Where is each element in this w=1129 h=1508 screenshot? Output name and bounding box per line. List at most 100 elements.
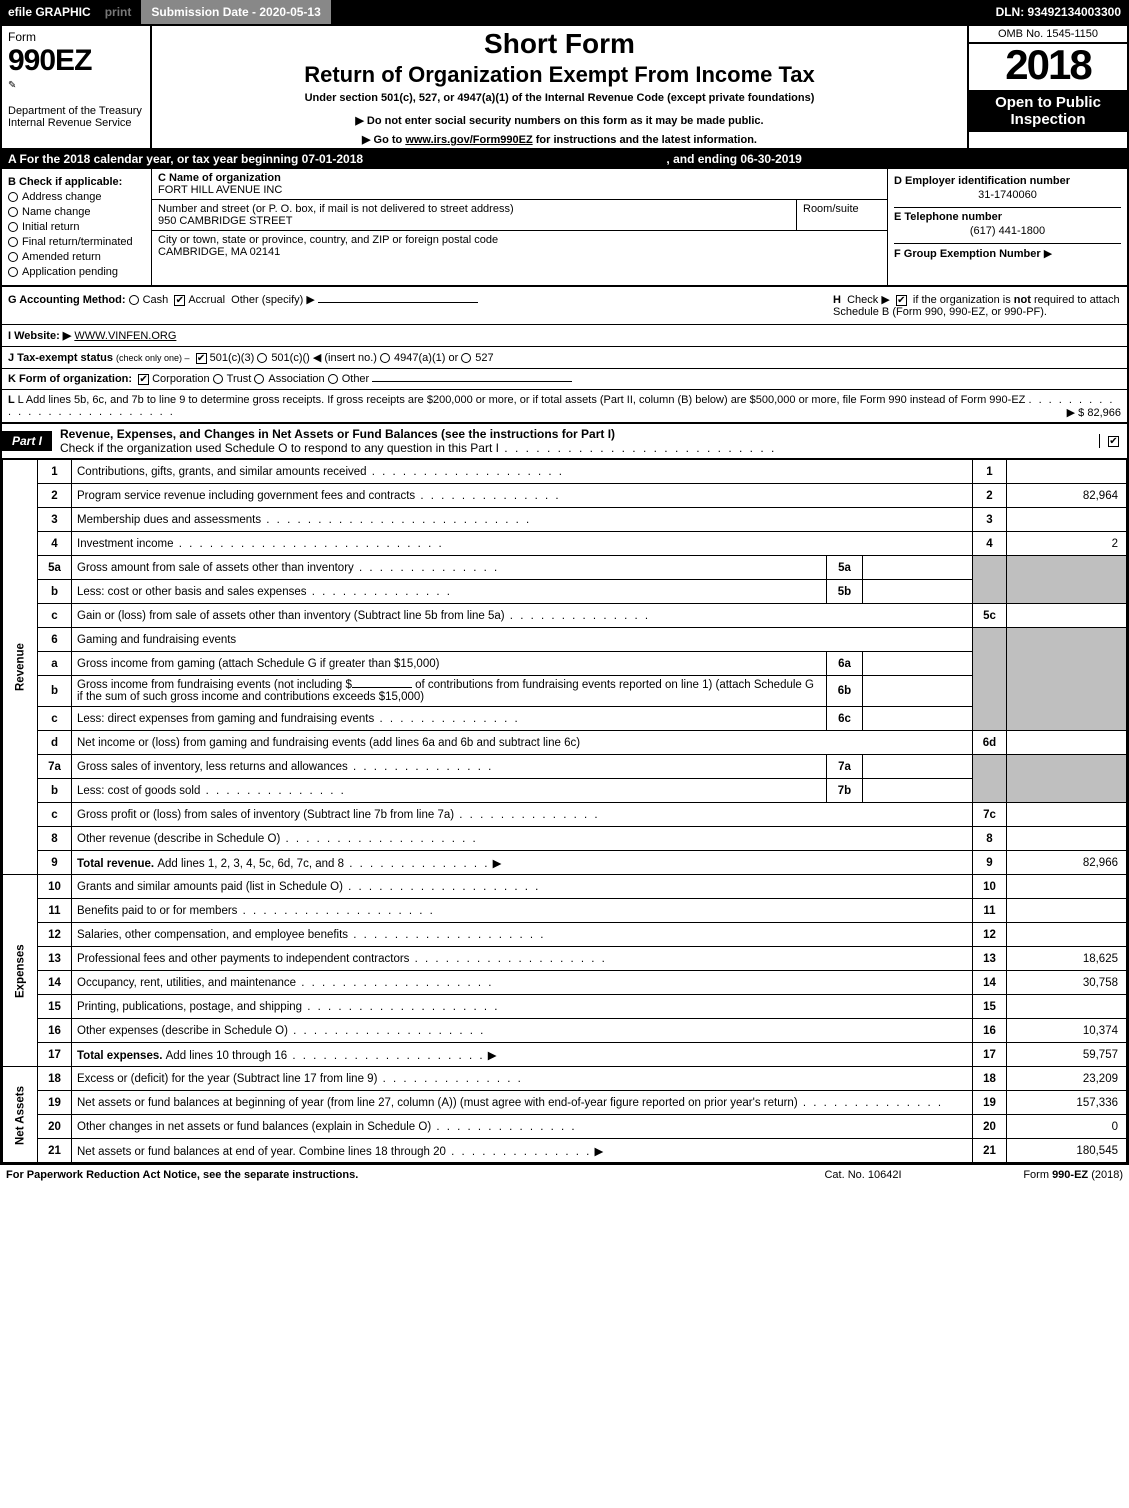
box-b-title: B Check if applicable: bbox=[8, 176, 145, 188]
line-11-rnum: 11 bbox=[973, 899, 1007, 923]
website-value[interactable]: WWW.VINFEN.ORG bbox=[74, 330, 176, 342]
line-5c-num: c bbox=[38, 604, 72, 628]
line-7a-il: 7a bbox=[827, 755, 863, 779]
line-21-num: 21 bbox=[38, 1139, 72, 1163]
line-8-val bbox=[1007, 827, 1127, 851]
k-trust[interactable] bbox=[213, 374, 223, 384]
box-c: C Name of organization FORT HILL AVENUE … bbox=[152, 169, 887, 285]
k-corp[interactable] bbox=[138, 374, 149, 385]
line-6-num: 6 bbox=[38, 628, 72, 652]
period-end: , and ending 06-30-2019 bbox=[666, 152, 801, 166]
j-4947[interactable] bbox=[380, 353, 390, 363]
chk-amended[interactable] bbox=[8, 252, 18, 262]
j-opt3: 4947(a)(1) or bbox=[394, 352, 458, 364]
line-5c-rnum: 5c bbox=[973, 604, 1007, 628]
j-note: (check only one) – bbox=[116, 353, 190, 363]
line-7a-desc: Gross sales of inventory, less returns a… bbox=[77, 761, 348, 773]
line-2-num: 2 bbox=[38, 484, 72, 508]
opt-amended: Amended return bbox=[22, 251, 101, 263]
k-opt-corp: Corporation bbox=[152, 373, 209, 385]
line-13-val: 18,625 bbox=[1007, 947, 1127, 971]
line-7c-num: c bbox=[38, 803, 72, 827]
line-19-val: 157,336 bbox=[1007, 1091, 1127, 1115]
part-i-schedule-o-check[interactable] bbox=[1108, 436, 1119, 447]
room-suite-label: Room/suite bbox=[797, 200, 887, 230]
open-to-public: Open to Public Inspection bbox=[969, 90, 1127, 132]
h-not: not bbox=[1014, 294, 1031, 306]
goto-link[interactable]: www.irs.gov/Form990EZ bbox=[405, 134, 532, 146]
k-assoc[interactable] bbox=[254, 374, 264, 384]
line-16-desc: Other expenses (describe in Schedule O) bbox=[77, 1025, 288, 1037]
line-6c-il: 6c bbox=[827, 707, 863, 731]
line-5c-val bbox=[1007, 604, 1127, 628]
box-b: B Check if applicable: Address change Na… bbox=[2, 169, 152, 285]
i-row: I Website: ▶ WWW.VINFEN.ORG bbox=[2, 325, 1127, 347]
opt-name-change: Name change bbox=[22, 206, 91, 218]
line-13-num: 13 bbox=[38, 947, 72, 971]
line-6d-rnum: 6d bbox=[973, 731, 1007, 755]
line-19-desc: Net assets or fund balances at beginning… bbox=[77, 1097, 798, 1109]
line-10-num: 10 bbox=[38, 875, 72, 899]
e-label: E Telephone number bbox=[894, 211, 1002, 223]
line-7c-rnum: 7c bbox=[973, 803, 1007, 827]
form-container: Form 990EZ ✎ Department of the Treasury … bbox=[0, 24, 1129, 1165]
j-opt2b: ) ◀ (insert no.) bbox=[306, 352, 377, 364]
chk-address-change[interactable] bbox=[8, 192, 18, 202]
part-i-title: Revenue, Expenses, and Changes in Net As… bbox=[60, 427, 615, 441]
line-15-num: 15 bbox=[38, 995, 72, 1019]
j-501c[interactable] bbox=[257, 353, 267, 363]
line-21-val: 180,545 bbox=[1007, 1139, 1127, 1163]
chk-app-pending[interactable] bbox=[8, 267, 18, 277]
g-cash-radio[interactable] bbox=[129, 295, 139, 305]
line-9-desc: Add lines 1, 2, 3, 4, 5c, 6d, 7c, and 8 bbox=[157, 858, 344, 870]
line-1-desc: Contributions, gifts, grants, and simila… bbox=[77, 466, 367, 478]
print-label[interactable]: print bbox=[99, 5, 138, 19]
line-5b-il: 5b bbox=[827, 580, 863, 604]
j-opt4: 527 bbox=[475, 352, 493, 364]
line-21-rnum: 21 bbox=[973, 1139, 1007, 1163]
j-527[interactable] bbox=[461, 353, 471, 363]
line-13-rnum: 13 bbox=[973, 947, 1007, 971]
line-18-desc: Excess or (deficit) for the year (Subtra… bbox=[77, 1073, 377, 1085]
j-501c3[interactable] bbox=[196, 353, 207, 364]
line-16-val: 10,374 bbox=[1007, 1019, 1127, 1043]
line-5b-desc: Less: cost or other basis and sales expe… bbox=[77, 586, 307, 598]
ein-value: 31-1740060 bbox=[894, 189, 1121, 201]
goto-pre: ▶ Go to bbox=[362, 134, 405, 146]
line-10-val bbox=[1007, 875, 1127, 899]
j-label: J Tax-exempt status bbox=[8, 352, 113, 364]
line-4-desc: Investment income bbox=[77, 538, 174, 550]
line-11-desc: Benefits paid to or for members bbox=[77, 905, 237, 917]
k-other[interactable] bbox=[328, 374, 338, 384]
city-label: City or town, state or province, country… bbox=[158, 234, 498, 246]
h-text: Check ▶ bbox=[847, 294, 890, 306]
line-18-rnum: 18 bbox=[973, 1067, 1007, 1091]
page-footer: For Paperwork Reduction Act Notice, see … bbox=[0, 1165, 1129, 1185]
line-17-desc: Add lines 10 through 16 bbox=[166, 1050, 287, 1062]
l-row: L L Add lines 5b, 6c, and 7b to line 9 t… bbox=[2, 390, 1127, 424]
line-6b-il: 6b bbox=[827, 676, 863, 707]
chk-initial-return[interactable] bbox=[8, 222, 18, 232]
k-opt-assoc: Association bbox=[268, 373, 324, 385]
j-opt1: 501(c)(3) bbox=[210, 352, 255, 364]
line-6b-iv bbox=[863, 676, 973, 707]
line-20-val: 0 bbox=[1007, 1115, 1127, 1139]
k-opt-trust: Trust bbox=[227, 373, 252, 385]
irs-label: Internal Revenue Service bbox=[8, 117, 144, 129]
line-7b-iv bbox=[863, 779, 973, 803]
phone-value: (617) 441-1800 bbox=[894, 225, 1121, 237]
g-accrual-check[interactable] bbox=[174, 295, 185, 306]
addr-label: Number and street (or P. O. box, if mail… bbox=[158, 203, 514, 215]
chk-name-change[interactable] bbox=[8, 207, 18, 217]
line-5a-num: 5a bbox=[38, 556, 72, 580]
line-7a-num: 7a bbox=[38, 755, 72, 779]
chk-final-return[interactable] bbox=[8, 237, 18, 247]
k-label: K Form of organization: bbox=[8, 373, 132, 385]
lines-table: Revenue 1 Contributions, gifts, grants, … bbox=[2, 459, 1127, 1163]
short-form-title: Short Form bbox=[158, 28, 961, 60]
period-row: A For the 2018 calendar year, or tax yea… bbox=[2, 150, 1127, 169]
street-address: 950 CAMBRIDGE STREET bbox=[158, 215, 292, 227]
netassets-label: Net Assets bbox=[3, 1067, 38, 1163]
footer-left: For Paperwork Reduction Act Notice, see … bbox=[6, 1169, 763, 1181]
h-checkbox[interactable] bbox=[896, 295, 907, 306]
